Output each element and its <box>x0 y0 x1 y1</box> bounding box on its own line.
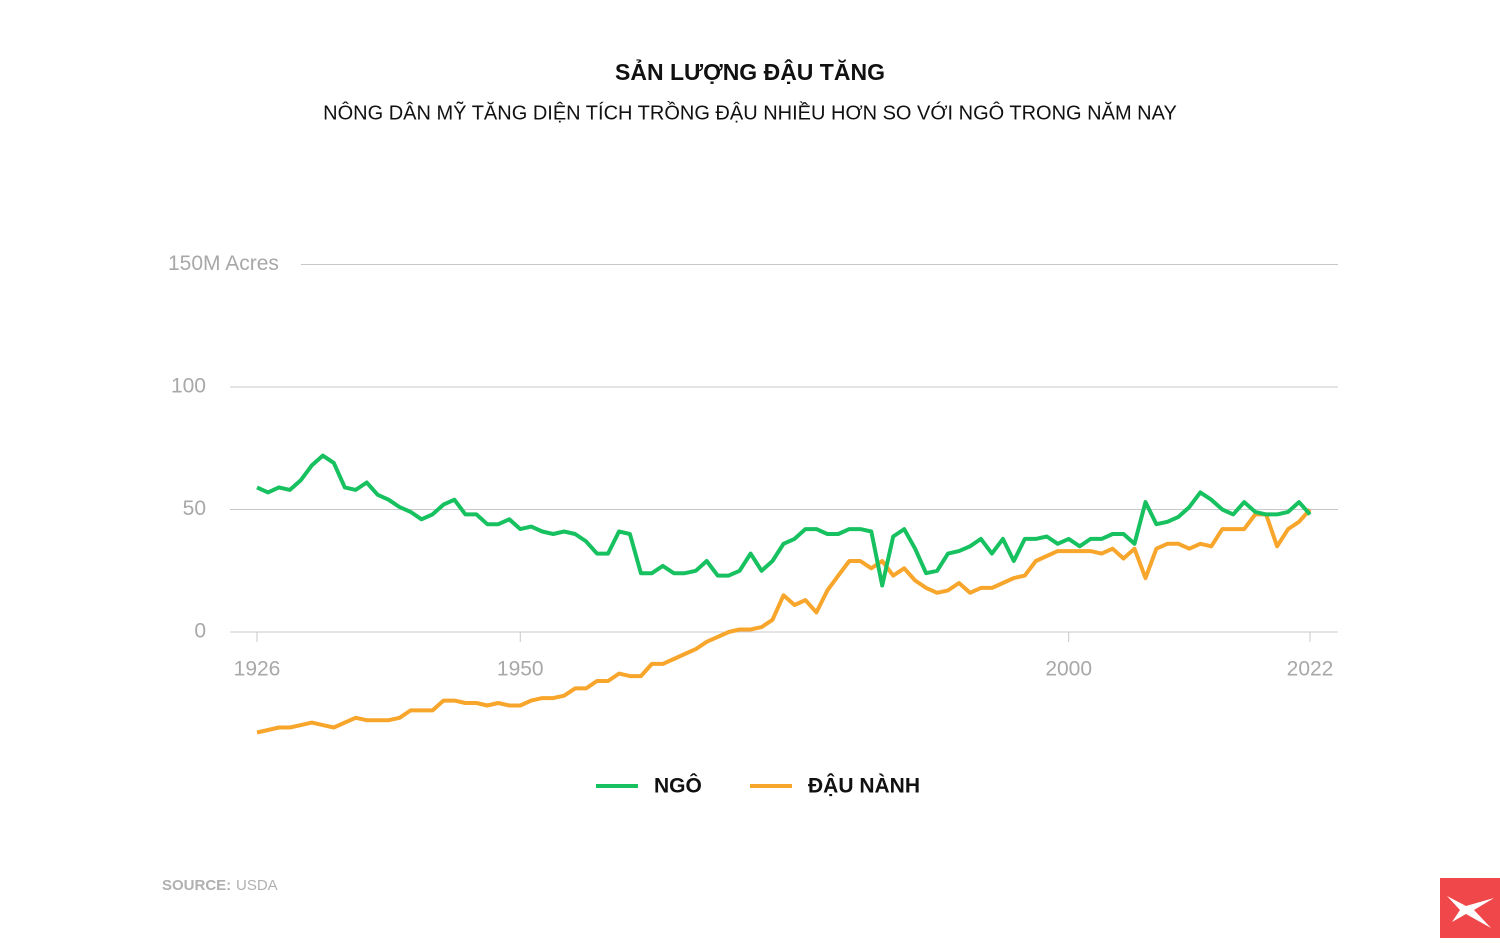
y-tick-label: 150M Acres <box>168 252 279 275</box>
x-tick-label: 2022 <box>1287 658 1334 681</box>
x-tick-label: 1950 <box>497 658 544 681</box>
chart-title: SẢN LƯỢNG ĐẬU TĂNG <box>615 57 885 85</box>
y-tick-label: 50 <box>183 497 206 520</box>
source-label: SOURCE: <box>162 877 231 894</box>
series-line <box>256 453 1312 588</box>
x-tick-label: 1926 <box>234 658 281 681</box>
x-tick-label: 2000 <box>1045 658 1092 681</box>
series-line <box>256 508 1312 735</box>
y-tick-label: 0 <box>194 620 206 643</box>
source: USDA <box>236 877 278 894</box>
legend-label: ĐẬU NÀNH <box>808 774 920 798</box>
logo <box>1440 878 1500 938</box>
legend-label: NGÔ <box>654 774 702 798</box>
y-tick-label: 100 <box>171 375 206 398</box>
chart-subtitle: NÔNG DÂN MỸ TĂNG DIỆN TÍCH TRỒNG ĐẬU NHI… <box>323 100 1177 124</box>
logo-mark <box>1447 896 1494 928</box>
